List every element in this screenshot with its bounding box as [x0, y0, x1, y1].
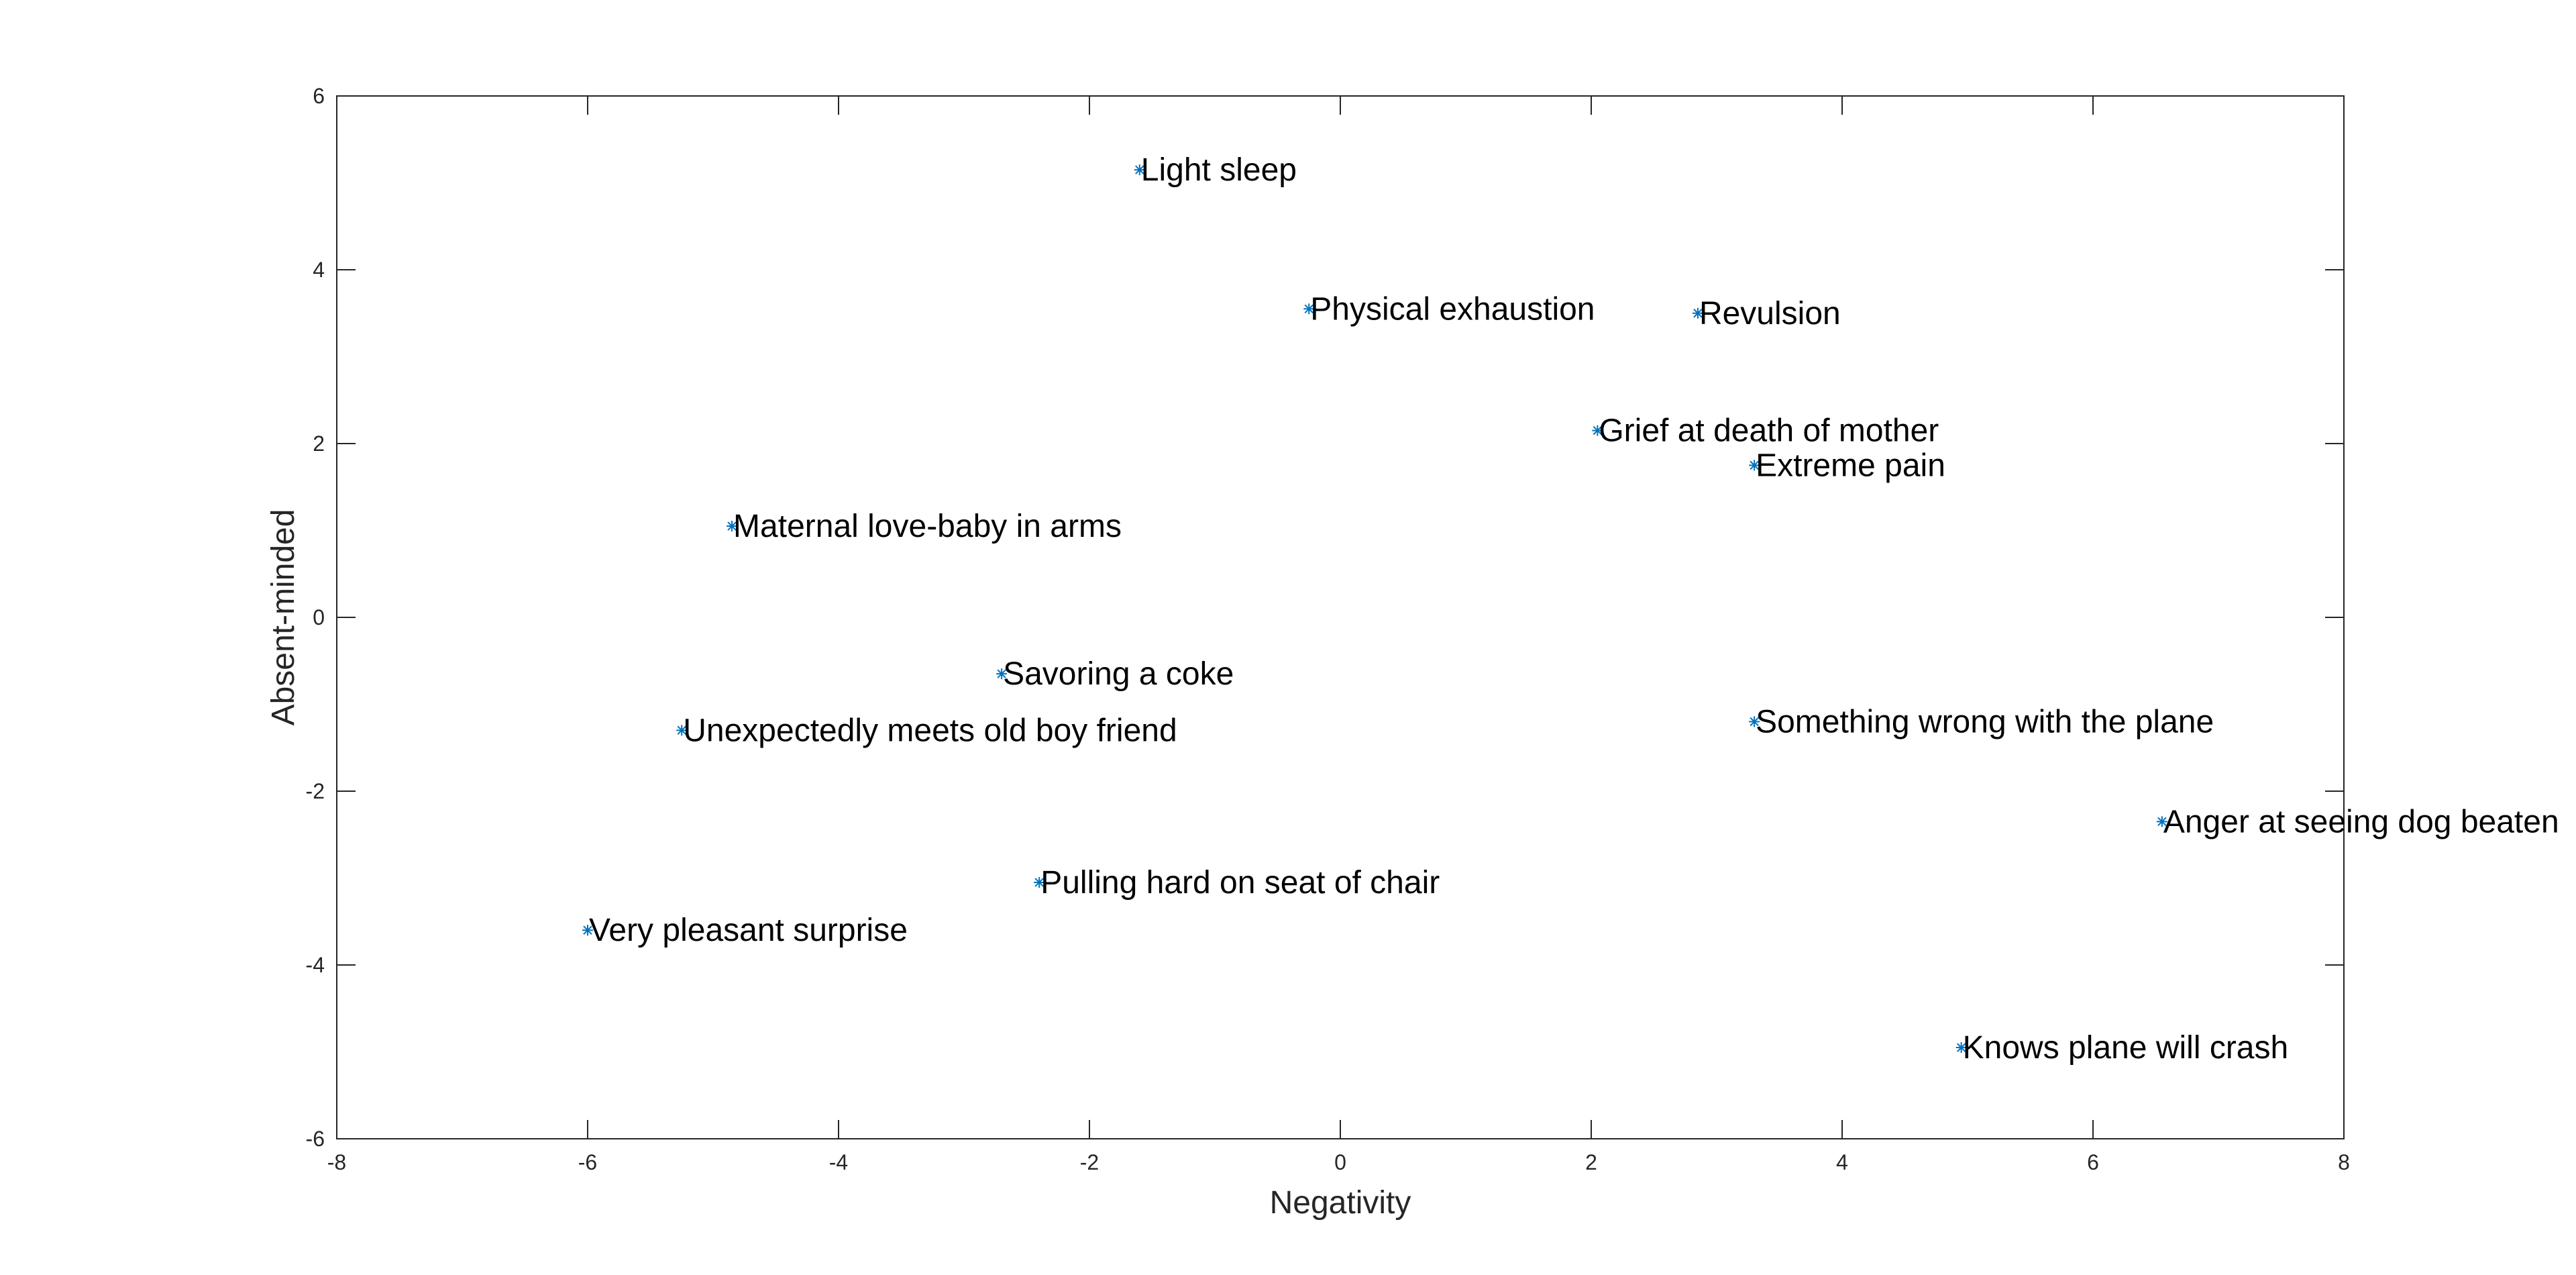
point-label: Maternal love-baby in arms	[733, 509, 1122, 544]
point-label: Knows plane will crash	[1963, 1030, 2289, 1066]
data-point: Light sleep	[1134, 152, 1297, 188]
data-point: Anger at seeing dog beaten	[2156, 804, 2559, 839]
point-label: Physical exhaustion	[1310, 291, 1595, 327]
point-marker-d2	[2157, 817, 2167, 827]
x-tick-label: 2	[1585, 1150, 1597, 1174]
y-tick-label: 0	[313, 605, 325, 629]
point-marker-d2	[677, 725, 686, 735]
data-point: Very pleasant surprise	[582, 913, 908, 948]
x-tick-label: 8	[2338, 1150, 2350, 1174]
point-label: Revulsion	[1699, 296, 1841, 332]
y-tick-label: -6	[306, 1127, 325, 1151]
data-point: Physical exhaustion	[1303, 291, 1595, 327]
data-point: Savoring a coke	[996, 656, 1234, 692]
x-tick-label: 4	[1836, 1150, 1848, 1174]
x-axis-title: Negativity	[1270, 1185, 1411, 1221]
y-tick-label: 2	[313, 431, 325, 456]
point-label: Savoring a coke	[1003, 656, 1234, 692]
x-tick-label: -6	[578, 1150, 597, 1174]
data-point: Something wrong with the plane	[1749, 704, 2214, 740]
data-point: Maternal love-baby in arms	[727, 509, 1122, 544]
point-marker-d2	[1304, 304, 1313, 313]
point-marker-d2	[1750, 460, 1759, 470]
point-label: Pulling hard on seat of chair	[1040, 865, 1440, 901]
y-tick-label: -4	[306, 953, 325, 977]
point-marker-d2	[727, 521, 737, 531]
point-marker-d2	[1693, 309, 1703, 318]
point-label: Light sleep	[1141, 152, 1297, 188]
x-tick-label: 0	[1334, 1150, 1346, 1174]
x-tick-label: 6	[2087, 1150, 2099, 1174]
point-marker-d2	[1750, 717, 1759, 727]
point-label: Grief at death of mother	[1599, 413, 1939, 449]
point-marker-d2	[583, 925, 592, 935]
data-point: Knows plane will crash	[1955, 1030, 2289, 1066]
x-tick-label: -4	[829, 1150, 848, 1174]
data-point: Revulsion	[1692, 296, 1841, 332]
point-label: Very pleasant surprise	[589, 913, 908, 948]
point-label: Anger at seeing dog beaten	[2163, 804, 2559, 839]
point-marker-d2	[1956, 1043, 1966, 1052]
data-point: Grief at death of mother	[1592, 413, 1939, 449]
point-label: Something wrong with the plane	[1756, 704, 2214, 740]
x-axis: -8 -6 -4 -2 0 2 4 6 8	[327, 96, 2350, 1174]
point-label: Extreme pain	[1756, 448, 1945, 483]
data-point: Pulling hard on seat of chair	[1034, 865, 1440, 901]
y-tick-label: 6	[313, 84, 325, 108]
y-axis: -6 -4 -2 0 2 4 6	[306, 84, 2344, 1151]
y-tick-label: -2	[306, 779, 325, 803]
y-tick-label: 4	[313, 258, 325, 282]
point-marker-d2	[997, 669, 1006, 678]
data-point: Extreme pain	[1749, 448, 1945, 483]
data-point: Unexpectedly meets old boy friend	[676, 713, 1177, 748]
y-axis-title: Absent-minded	[266, 509, 301, 726]
point-label: Unexpectedly meets old boy friend	[683, 713, 1177, 748]
x-tick-label: -8	[327, 1150, 346, 1174]
point-marker-d2	[1135, 165, 1144, 174]
data-points: Light sleep Physical exhaustion Revulsion G…	[582, 152, 2559, 1066]
x-tick-label: -2	[1080, 1150, 1099, 1174]
point-marker-d2	[1034, 878, 1044, 887]
point-marker-d2	[1593, 425, 1603, 436]
